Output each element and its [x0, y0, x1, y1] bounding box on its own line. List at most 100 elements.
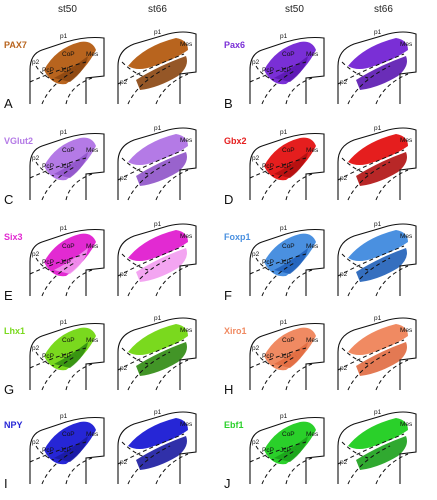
expression-region [44, 137, 96, 181]
label-p1: p1 [154, 315, 162, 322]
label-p1: p1 [374, 221, 382, 228]
label-pcp: PcP [42, 447, 54, 454]
panel-letter: E [4, 288, 13, 303]
label-jcp: JcP [60, 447, 71, 454]
expression-band-upper [128, 418, 188, 449]
section-st66: p1 Mes p2 [117, 29, 197, 105]
panel-letter: A [4, 96, 13, 111]
label-jcp: JcP [60, 67, 71, 74]
panel-letter: G [4, 382, 15, 397]
label-mes: Mes [306, 51, 319, 58]
panel-letter: B [224, 96, 233, 111]
gene-label: PAX7 [4, 40, 27, 50]
column-header-st50-left: st50 [58, 4, 77, 15]
label-p2: p2 [340, 175, 348, 182]
label-pcp: PcP [42, 67, 54, 74]
label-cop: CoP [282, 337, 295, 344]
label-pcp: PcP [262, 163, 274, 170]
label-mes: Mes [400, 327, 413, 334]
expression-region-secondary [54, 56, 88, 82]
label-p2: p2 [32, 439, 40, 446]
expression-band-lower [136, 342, 187, 376]
label-cop: CoP [62, 337, 75, 344]
section-st66: p1 Mes p2 [117, 125, 197, 201]
label-pcp: PcP [262, 67, 274, 74]
label-p2: p2 [340, 271, 348, 278]
panel-letter: D [224, 192, 234, 207]
expression-band-upper [348, 418, 408, 449]
label-p2: p2 [252, 155, 260, 162]
gene-label: Ebf1 [224, 420, 244, 430]
expression-region-secondary [54, 248, 88, 274]
label-mes: Mes [86, 147, 99, 154]
gene-label: Foxp1 [224, 232, 251, 242]
label-mes: Mes [180, 41, 193, 48]
label-p2: p2 [340, 79, 348, 86]
expression-band-lower [356, 152, 407, 186]
label-p1: p1 [374, 409, 382, 416]
expression-band-lower [136, 56, 187, 90]
expression-band-lower [136, 152, 187, 186]
label-mes: Mes [306, 147, 319, 154]
gene-label: Gbx2 [224, 136, 247, 146]
expression-region [264, 233, 316, 277]
gene-label: Lhx1 [4, 326, 26, 336]
label-mes: Mes [306, 431, 319, 438]
label-mes: Mes [306, 243, 319, 250]
label-p1: p1 [280, 129, 288, 136]
expression-band-upper [348, 324, 408, 355]
expression-band-lower [356, 56, 407, 90]
column-header-st50-right: st50 [285, 4, 304, 15]
label-mes: Mes [306, 337, 319, 344]
section-st66: p1 Mes p2 [117, 221, 197, 297]
section-st66: p1 Mes p2 [337, 125, 417, 201]
label-p2: p2 [32, 251, 40, 258]
panel-letter: F [224, 288, 232, 303]
label-mes: Mes [400, 137, 413, 144]
label-p2: p2 [120, 175, 128, 182]
label-cop: CoP [282, 431, 295, 438]
expression-band-upper [348, 230, 408, 261]
gene-label: VGlut2 [4, 136, 34, 146]
label-mes: Mes [180, 233, 193, 240]
label-p1: p1 [374, 125, 382, 132]
expression-region [264, 137, 316, 181]
expression-region-secondary [274, 152, 308, 178]
expression-band-upper [348, 38, 408, 69]
label-p1: p1 [154, 409, 162, 416]
expression-region-secondary [54, 342, 88, 368]
section-st66: p1 Mes p2 [337, 221, 417, 297]
label-pcp: PcP [262, 353, 274, 360]
label-p2: p2 [120, 271, 128, 278]
label-pcp: PcP [42, 259, 54, 266]
expression-band-upper [128, 134, 188, 165]
label-p2: p2 [252, 345, 260, 352]
label-mes: Mes [180, 421, 193, 428]
label-cop: CoP [282, 243, 295, 250]
label-p1: p1 [154, 221, 162, 228]
label-cop: CoP [62, 147, 75, 154]
label-p1: p1 [280, 413, 288, 420]
column-header-st66-left: st66 [148, 4, 167, 15]
label-mes: Mes [86, 337, 99, 344]
label-p2: p2 [252, 439, 260, 446]
label-p1: p1 [374, 29, 382, 36]
expression-region-secondary [274, 56, 308, 82]
expression-band-upper [128, 38, 188, 69]
label-p2: p2 [120, 79, 128, 86]
label-mes: Mes [86, 51, 99, 58]
expression-region [264, 41, 316, 85]
label-jcp: JcP [280, 67, 291, 74]
section-st66: p1 Mes p2 [337, 29, 417, 105]
expression-region-secondary [54, 436, 88, 462]
label-p2: p2 [340, 459, 348, 466]
label-mes: Mes [86, 243, 99, 250]
label-p1: p1 [154, 125, 162, 132]
label-p1: p1 [280, 319, 288, 326]
expression-region [44, 327, 96, 371]
expression-band-lower [356, 436, 407, 470]
